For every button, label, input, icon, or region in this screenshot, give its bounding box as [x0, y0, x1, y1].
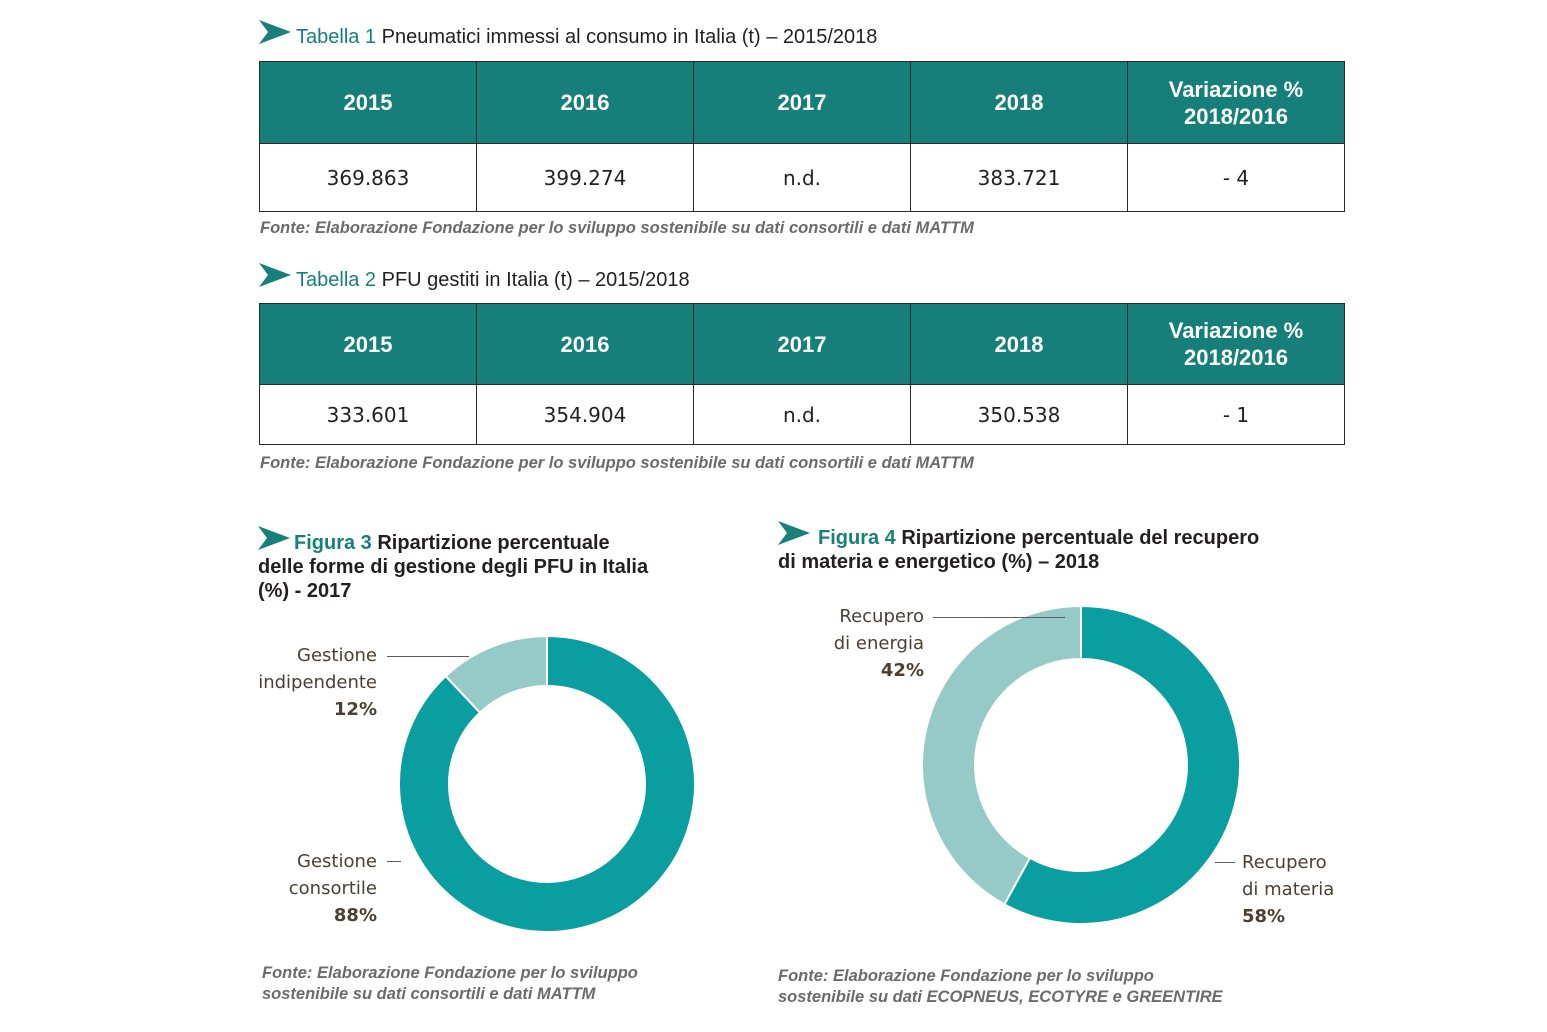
table1-cell-2016: 399.274 — [476, 143, 694, 212]
figure4-label-materia: Recupero di materia 58% — [1242, 849, 1334, 930]
table1-header-2016: 2016 — [476, 61, 694, 144]
table1-source: Fonte: Elaborazione Fondazione per lo sv… — [260, 219, 974, 237]
figure3-slice-1 — [444, 634, 548, 714]
figure3-title-line2: delle forme di gestione degli PFU in Ita… — [258, 556, 649, 578]
figure3-slice0-label-line2: consortile — [288, 878, 377, 899]
figure4-label-energia: Recupero di energia 42% — [834, 603, 924, 684]
figure3-slice0-pct: 88% — [333, 905, 377, 926]
figure3-slice1-pct: 12% — [333, 699, 377, 720]
table2-source: Fonte: Elaborazione Fondazione per lo sv… — [260, 454, 974, 472]
figure4-slice1-label-line1: Recupero — [839, 606, 924, 627]
figure4-leader-materia — [1215, 862, 1235, 863]
figure3-label: Figura 3 — [294, 532, 372, 554]
table-row: 333.601 354.904 n.d. 350.538 - 1 — [259, 384, 1345, 445]
table1-header-2015: 2015 — [259, 61, 477, 144]
table1-label: Tabella 1 — [296, 26, 377, 48]
table2-cell-2017: n.d. — [693, 384, 911, 445]
table2-header-var-line1: Variazione % — [1168, 318, 1304, 343]
figure3-leader-consortile — [387, 861, 401, 862]
figure3-label-consortile: Gestione consortile 88% — [289, 848, 377, 929]
table2-heading: Tabella 2 PFU gestiti in Italia (t) – 20… — [296, 268, 690, 292]
table1-cell-2015: 369.863 — [259, 143, 477, 212]
figure4-slice-1 — [921, 604, 1082, 906]
table2-header-2015: 2015 — [259, 303, 477, 385]
figure3-slice0-label-line1: Gestione — [297, 851, 377, 872]
figure3-slice-0 — [398, 634, 696, 933]
table2-header-2018: 2018 — [910, 303, 1128, 385]
table1-cell-variation: - 4 — [1127, 143, 1345, 212]
figure4-slice0-label-line1: Recupero — [1242, 852, 1327, 873]
chevron-arrow-icon — [259, 20, 291, 44]
table-header-row: 2015 2016 2017 2018 Variazione % 2018/20… — [259, 303, 1345, 385]
table2-cell-2018: 350.538 — [910, 384, 1128, 445]
table2-label: Tabella 2 — [296, 269, 377, 291]
figure4-slice-0 — [1003, 604, 1241, 925]
figure3-source-line2: sostenibile su dati consortili e dati MA… — [262, 985, 596, 1003]
figure3-slice1-label-line2: indipendente — [258, 672, 377, 693]
figure3-label-indipendente: Gestione indipendente 12% — [258, 642, 377, 723]
table1-cell-2017: n.d. — [693, 143, 911, 212]
chevron-arrow-icon — [259, 263, 291, 287]
figure3-title-line1-row: Figura 3 Ripartizione percentuale — [294, 531, 610, 555]
chevron-arrow-icon — [778, 521, 810, 545]
figure4-source-line1: Fonte: Elaborazione Fondazione per lo sv… — [778, 967, 1154, 985]
table2: 2015 2016 2017 2018 Variazione % 2018/20… — [259, 303, 1345, 445]
table1-title: Pneumatici immessi al consumo in Italia … — [381, 26, 878, 48]
figure4-slice0-label-line2: di materia — [1242, 879, 1335, 900]
table2-cell-2016: 354.904 — [476, 384, 694, 445]
table2-header-variation: Variazione % 2018/2016 — [1127, 303, 1345, 385]
figure4-leader-energia — [933, 617, 1065, 618]
figure4-slice1-pct: 42% — [880, 660, 924, 681]
figure3-title-line3: (%) - 2017 — [258, 580, 352, 602]
table2-header-2016: 2016 — [476, 303, 694, 385]
figure4-slice0-pct: 58% — [1242, 906, 1286, 927]
table2-cell-2015: 333.601 — [259, 384, 477, 445]
figure3-source-line1: Fonte: Elaborazione Fondazione per lo sv… — [262, 964, 638, 982]
chevron-arrow-icon — [258, 526, 290, 550]
table1-header-var-line1: Variazione % — [1168, 76, 1304, 102]
table1: 2015 2016 2017 2018 Variazione % 2018/20… — [259, 61, 1345, 212]
figure4-source-line2: sostenibile su dati ECOPNEUS, ECOTYRE e … — [778, 988, 1223, 1006]
table1-cell-2018: 383.721 — [910, 143, 1128, 212]
figure4-title-line1-row: Figura 4 Ripartizione percentuale del re… — [818, 526, 1259, 550]
figure4-title-line1: Ripartizione percentuale del recupero — [901, 527, 1260, 549]
table1-heading: Tabella 1 Pneumatici immessi al consumo … — [296, 25, 877, 49]
table1-header-variation: Variazione % 2018/2016 — [1127, 61, 1345, 144]
table2-title: PFU gestiti in Italia (t) – 2015/2018 — [381, 269, 690, 291]
figure4-slice1-label-line2: di energia — [833, 633, 924, 654]
figure3-title-line1: Ripartizione percentuale — [377, 532, 610, 554]
figure3-leader-indipendente — [387, 656, 469, 657]
figure3-slice1-label-line1: Gestione — [297, 645, 377, 666]
figure4-label: Figura 4 — [818, 527, 896, 549]
figure4-title-line2: di materia e energetico (%) – 2018 — [778, 551, 1100, 573]
table2-header-var-line2: 2018/2016 — [1184, 345, 1288, 370]
table-header-row: 2015 2016 2017 2018 Variazione % 2018/20… — [259, 61, 1345, 144]
table-row: 369.863 399.274 n.d. 383.721 - 4 — [259, 143, 1345, 212]
table2-cell-variation: - 1 — [1127, 384, 1345, 445]
table1-header-var-line2: 2018/2016 — [1184, 103, 1288, 129]
